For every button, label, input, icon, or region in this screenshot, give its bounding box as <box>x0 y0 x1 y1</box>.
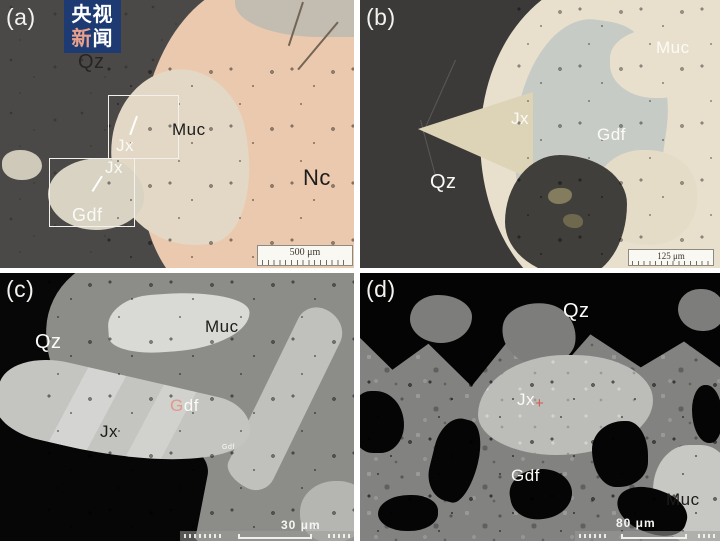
label-muc-b: Muc <box>656 38 690 57</box>
label-nc-a: Nc <box>303 165 331 190</box>
watermark-char-xin: 新 <box>71 27 93 50</box>
sem-micro-text <box>184 534 222 538</box>
texture-overlay <box>360 373 720 541</box>
sem-micro-text <box>698 534 716 538</box>
analysis-point-marker: + <box>535 395 545 412</box>
label-gdf-small-c: Gdf <box>222 444 235 451</box>
region-small-patch <box>2 150 42 180</box>
panel-d: (d) Qz Jx + Gdf Muc 80 μm <box>360 273 720 541</box>
label-gdf-c: Gdf <box>170 397 199 414</box>
label-gdf-b: Gdf <box>597 125 626 144</box>
sem-micro-text <box>579 534 609 538</box>
scale-ticks <box>632 261 710 265</box>
region-gray-island <box>410 295 472 343</box>
label-gdf-d: Gdf <box>511 466 540 485</box>
watermark-char-wen: 闻 <box>92 27 114 50</box>
cctv-news-watermark: 央视 新闻 <box>64 0 121 53</box>
scale-text-a: 500 μm <box>289 247 321 258</box>
label-jx-lower: Jx <box>105 158 123 177</box>
texture-overlay <box>100 60 354 268</box>
label-gdf-c-first: G <box>170 396 184 415</box>
scale-bar-b: 125 μm <box>628 249 714 266</box>
scale-text-b: 125 μm <box>657 251 685 261</box>
scale-ticks <box>261 260 349 265</box>
panel-b: (b) Muc Jx Gdf Qz 125 μm <box>360 0 720 268</box>
sem-info-bar-c <box>180 531 354 541</box>
scale-bracket-c <box>238 533 312 539</box>
region-fragment <box>548 188 572 204</box>
label-gdf-c-rest: df <box>183 396 199 415</box>
label-muc-c: Muc <box>205 317 239 336</box>
label-qz-a: Qz <box>78 51 105 73</box>
region-gdf-patch <box>48 158 144 230</box>
panel-c: (c) Qz Muc Gdf Jx Gdf 30 μm <box>0 273 354 541</box>
label-jx-d: Jx <box>517 390 535 409</box>
panel-c-label: (c) <box>6 276 35 302</box>
label-muc-a: Muc <box>172 120 206 139</box>
region-dark-intrusion <box>505 155 627 268</box>
region-fragment <box>563 214 583 228</box>
scale-text-c: 30 μm <box>281 518 321 532</box>
panel-b-label: (b) <box>366 4 396 30</box>
label-muc-d: Muc <box>666 490 700 509</box>
scale-bar-a: 500 μm <box>257 245 353 266</box>
sem-info-bar-d <box>575 531 720 541</box>
scale-text-d: 80 μm <box>616 516 656 530</box>
panel-a-label: (a) <box>6 4 36 30</box>
scale-bracket-d <box>620 533 687 539</box>
panel-d-label: (d) <box>366 276 396 302</box>
texture-overlay <box>40 273 354 541</box>
inset-box-upper <box>108 95 179 159</box>
region-muc-patch <box>610 28 705 98</box>
label-gdf-a: Gdf <box>72 205 103 225</box>
watermark-row2: 新闻 <box>72 27 114 51</box>
texture-overlay <box>510 0 720 268</box>
label-jx-b: Jx <box>511 109 529 128</box>
label-qz-b: Qz <box>430 171 457 193</box>
label-qz-d: Qz <box>563 300 590 322</box>
label-qz-c: Qz <box>35 331 62 353</box>
watermark-row1: 央视 <box>71 3 114 26</box>
label-jx-c: Jx <box>100 422 118 441</box>
sem-micro-text <box>328 534 350 538</box>
region-gray-island <box>678 289 720 331</box>
label-jx-upper: Jx <box>116 136 134 155</box>
inset-box-lower <box>49 158 135 227</box>
panel-a: (a) 央视 新闻 Qz Jx Jx Muc Gdf Nc 500 μm <box>0 0 354 268</box>
